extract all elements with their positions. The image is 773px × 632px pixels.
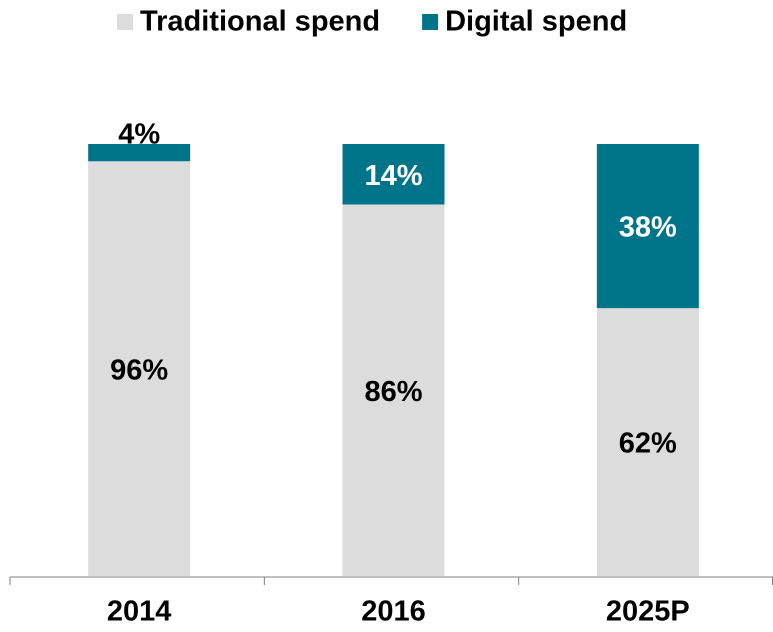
bar-segment xyxy=(88,161,191,576)
data-label: 14% xyxy=(364,160,422,192)
legend-swatch xyxy=(422,14,439,30)
legend-swatch xyxy=(117,14,133,30)
x-tick-label: 2025P xyxy=(606,596,690,628)
data-label: 38% xyxy=(619,212,677,244)
data-label: 96% xyxy=(110,354,168,386)
bar-segment xyxy=(596,144,699,309)
data-label: 4% xyxy=(118,119,160,151)
data-label: 86% xyxy=(364,376,422,408)
x-tick-label: 2014 xyxy=(107,596,172,628)
legend-label: Digital spend xyxy=(445,6,627,38)
legend-label: Traditional spend xyxy=(140,6,380,38)
bar-segment xyxy=(88,144,191,162)
bar-segment xyxy=(342,144,445,205)
bar-segment xyxy=(342,204,445,577)
data-label: 62% xyxy=(619,428,677,460)
x-tick-label: 2016 xyxy=(361,596,426,628)
bar-segment xyxy=(596,308,699,576)
